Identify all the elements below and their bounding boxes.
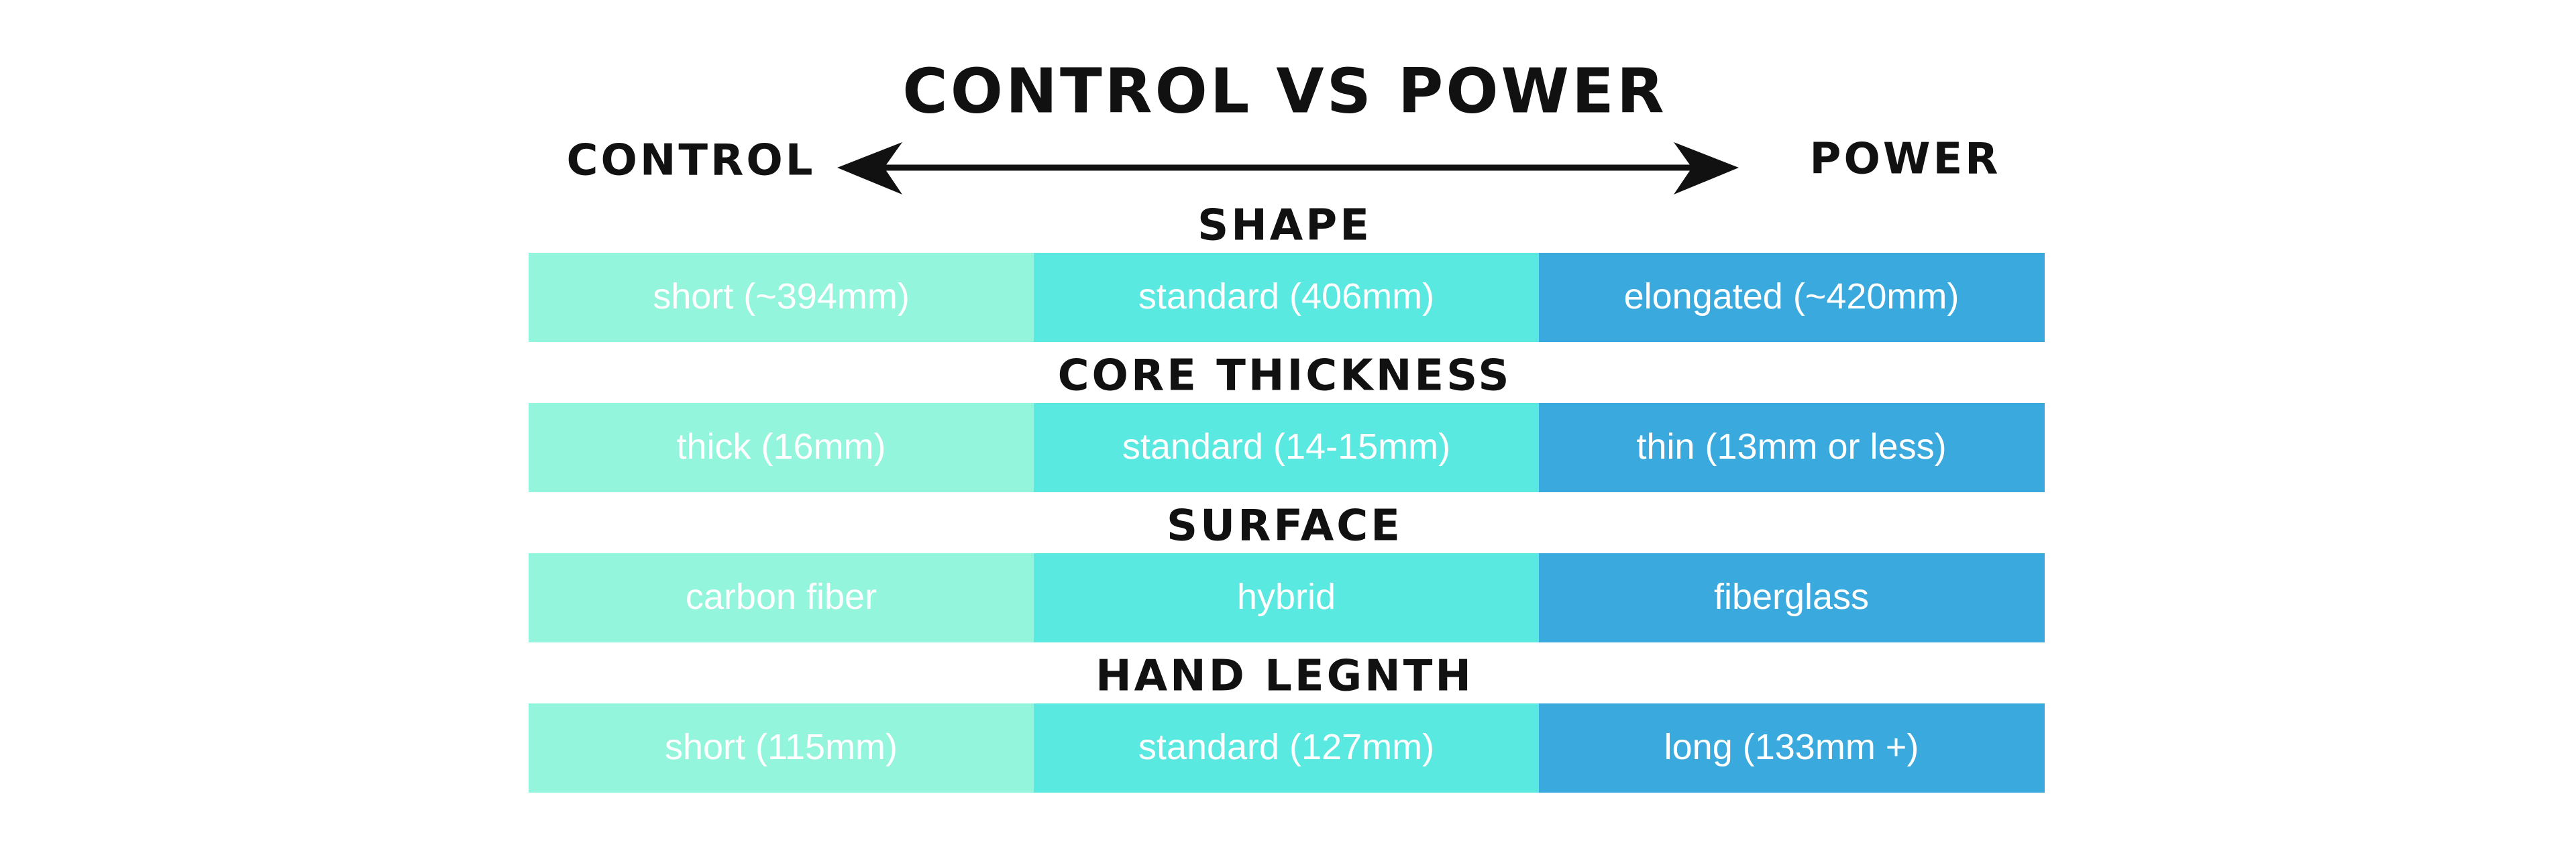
section-title: SURFACE bbox=[1167, 502, 1403, 551]
arrow bbox=[837, 142, 1739, 194]
cell-text: fiberglass bbox=[1714, 577, 1869, 617]
cell-bg bbox=[1539, 253, 2045, 342]
section-title: SHAPE bbox=[1197, 201, 1372, 251]
cell-text: carbon fiber bbox=[686, 577, 877, 617]
section-title: HAND LEGNTH bbox=[1095, 652, 1474, 701]
cell-bg bbox=[529, 253, 1034, 342]
cell-bg bbox=[1539, 553, 2045, 642]
cell-text: long (133mm +) bbox=[1664, 727, 1919, 767]
title: CONTROL VS POWER bbox=[902, 55, 1666, 127]
cell-bg bbox=[1034, 253, 1540, 342]
cell-text: elongated (~420mm) bbox=[1624, 276, 1960, 317]
right-label: POWER bbox=[1810, 135, 2001, 184]
cell-text: hybrid bbox=[1237, 577, 1336, 617]
cell-text: standard (14-15mm) bbox=[1122, 426, 1450, 467]
cell-text: thick (16mm) bbox=[676, 426, 885, 467]
cell-text: standard (127mm) bbox=[1138, 727, 1434, 767]
cell-text: short (115mm) bbox=[665, 727, 898, 767]
sections: SHAPE short (~394mm) standard (406mm) elong… bbox=[529, 201, 2045, 793]
cell-text: short (~394mm) bbox=[653, 276, 910, 317]
cell-text: standard (406mm) bbox=[1138, 276, 1434, 317]
cell-bg bbox=[529, 403, 1034, 492]
cell-bg bbox=[1034, 403, 1540, 492]
cell-bg bbox=[1034, 553, 1540, 642]
cell-text: thin (13mm or less) bbox=[1636, 426, 1946, 467]
cell-bg bbox=[529, 553, 1034, 642]
section-title: CORE THICKNESS bbox=[1058, 351, 1512, 401]
cell-bg bbox=[1034, 703, 1540, 793]
cell-bg bbox=[1539, 403, 2045, 492]
cell-bg bbox=[1539, 703, 2045, 793]
left-label: CONTROL bbox=[566, 136, 815, 186]
cell-bg bbox=[529, 703, 1034, 793]
